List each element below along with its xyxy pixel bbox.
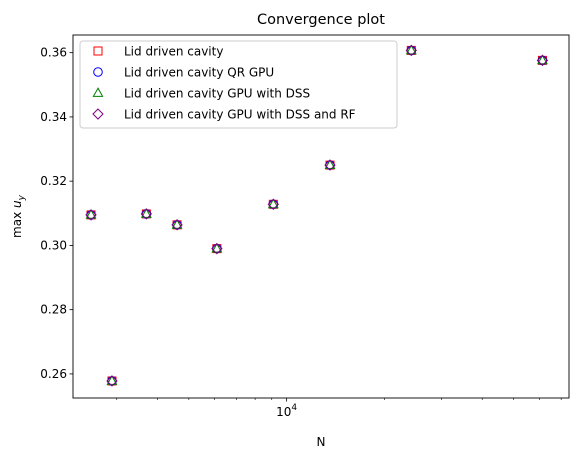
legend-entry: Lid driven cavity QR GPU [124,66,274,80]
data-point [405,44,417,55]
data-point [106,375,118,387]
series-3 [85,44,548,385]
legend-marker-diamond-icon [92,108,104,120]
legend-frame [79,40,398,129]
chart-title: Convergence plot [257,12,385,28]
legend-marker-circle-icon [93,67,103,77]
data-point [267,198,280,211]
y-tick-label: 0.26 [40,367,67,381]
data-point [171,219,183,229]
data-point [171,219,183,231]
y-axis-label: max uy [10,194,27,238]
data-point [211,242,223,255]
legend-entry: Lid driven cavity GPU with DSS [124,87,310,101]
x-axis-label: N [317,435,326,449]
data-point [140,208,153,220]
y-tick-label: 0.32 [40,174,67,188]
data-point [324,159,336,171]
data-point [267,198,279,209]
series-4 [85,44,549,387]
data-point [85,209,97,221]
data-point [324,159,336,170]
y-axis-ticks: 0.26 0.28 0.30 0.32 0.34 0.36 [40,46,73,381]
legend-marker-triangle-icon [92,87,104,97]
x-axis-ticks: 104 [116,398,562,419]
y-tick-label: 0.34 [40,110,67,124]
data-point [211,242,223,253]
x-tick-label: 104 [276,403,297,419]
data-point [140,208,152,218]
plot-frame [72,34,570,399]
legend: Lid driven cavity Lid driven cavity QR GP… [79,40,398,129]
y-tick-label: 0.28 [40,303,67,317]
data-point [536,54,549,67]
data-point [536,54,548,65]
data-points [85,44,549,387]
y-tick-label: 0.30 [40,238,67,252]
data-point [85,209,97,219]
legend-entry: Lid driven cavity GPU with DSS and RF [124,108,356,122]
legend-marker-square-icon [93,46,103,56]
data-point [106,375,118,385]
data-point [405,44,418,57]
legend-entry: Lid driven cavity [124,45,223,59]
y-tick-label: 0.36 [40,46,67,60]
